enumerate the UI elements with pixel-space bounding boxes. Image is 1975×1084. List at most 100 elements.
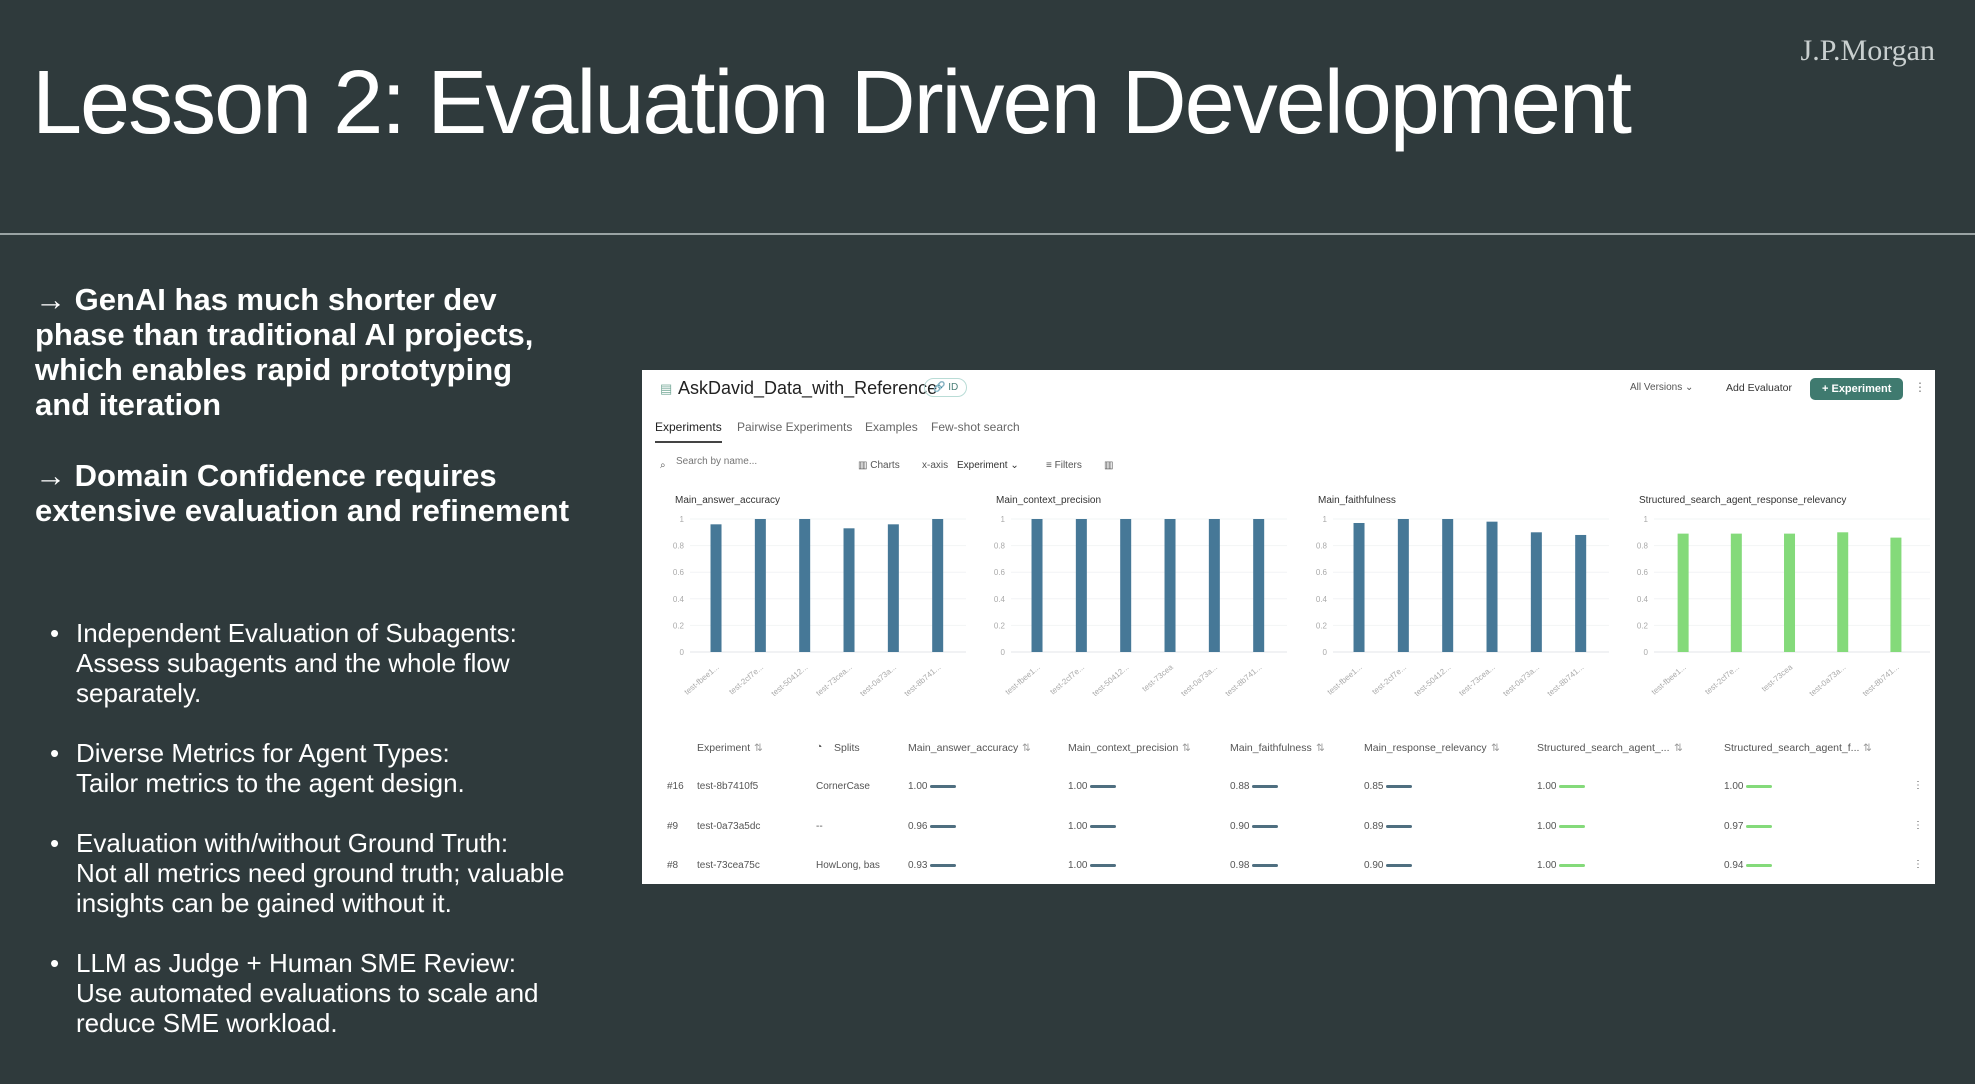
- x-tick-label: test-8b741...: [1861, 663, 1901, 698]
- metric-cell: 1.00: [1537, 821, 1586, 832]
- more-menu-icon[interactable]: ⋮: [1914, 380, 1926, 394]
- metric-value: 0.89: [1364, 821, 1384, 832]
- bullet-item: Evaluation with/without Ground Truth:Not…: [50, 828, 570, 918]
- chart-title: Main_answer_accuracy: [675, 495, 780, 506]
- column-header[interactable]: Main_answer_accuracy: [908, 742, 1019, 754]
- metric-bar: [1746, 863, 1773, 867]
- metric-value: 1.00: [1537, 781, 1557, 792]
- sort-icon[interactable]: ⇅: [1491, 742, 1500, 754]
- metric-cell: 1.00: [1537, 860, 1586, 871]
- tab-few-shot-search[interactable]: Few-shot search: [931, 420, 1020, 434]
- sort-icon[interactable]: ⇅: [1316, 742, 1325, 754]
- x-tick-label: test-0a73a...: [1179, 663, 1219, 698]
- metric-cell: 0.97: [1724, 821, 1773, 832]
- columns-icon[interactable]: ▥: [1104, 460, 1114, 471]
- bar: [843, 528, 855, 652]
- tab-pairwise-experiments[interactable]: Pairwise Experiments: [737, 420, 853, 434]
- splits-icon: ◔: [816, 741, 823, 753]
- sort-icon[interactable]: ⇅: [1022, 742, 1031, 754]
- x-tick-label: test-50412...: [1413, 663, 1453, 698]
- x-tick-label: test-2cf7e...: [727, 663, 765, 697]
- metric-bar: [1090, 824, 1117, 828]
- chart-title: Main_faithfulness: [1318, 495, 1396, 506]
- all-versions-dropdown[interactable]: All Versions ⌄: [1630, 382, 1694, 393]
- metric-cell: 0.90: [1364, 860, 1413, 871]
- metric-value: 1.00: [1068, 821, 1088, 832]
- x-tick-label: test-8b741...: [1224, 663, 1264, 698]
- sort-icon[interactable]: ⇅: [1182, 742, 1191, 754]
- metric-value: 1.00: [1537, 821, 1557, 832]
- experiment-name-link[interactable]: test-73cea75c: [697, 860, 760, 871]
- metric-value: 0.98: [1230, 860, 1250, 871]
- x-tick-label: test-fbee1...: [1326, 663, 1364, 697]
- x-tick-label: test-50412...: [770, 663, 810, 698]
- charts-toggle[interactable]: ▥ Charts: [858, 460, 900, 471]
- sort-icon[interactable]: ⇅: [1863, 742, 1872, 754]
- y-tick-label: 1: [1001, 515, 1006, 524]
- lead-point-2: → Domain Confidence requires extensive e…: [35, 458, 570, 528]
- x-tick-label: test-50412...: [1091, 663, 1131, 698]
- column-header[interactable]: Main_faithfulness: [1230, 742, 1312, 754]
- experiment-name-link[interactable]: test-0a73a5dc: [697, 821, 761, 832]
- metric-cell: 1.00: [1068, 821, 1117, 832]
- row-number: #8: [667, 860, 679, 871]
- id-badge[interactable]: 🔗 ID: [924, 378, 968, 397]
- row-menu-icon[interactable]: ⋮: [1913, 820, 1923, 831]
- metric-bar: [1746, 824, 1773, 828]
- bar: [1075, 519, 1087, 652]
- dataset-icon: ▤: [660, 381, 673, 396]
- y-tick-label: 0.4: [1316, 595, 1328, 604]
- add-evaluator-button[interactable]: Add Evaluator: [1726, 382, 1792, 394]
- filters-button[interactable]: ≡ Filters: [1046, 460, 1082, 471]
- column-header[interactable]: Main_response_relevancy: [1364, 742, 1487, 754]
- metric-bar: [930, 863, 957, 867]
- bullet-list: Independent Evaluation of Subagents:Asse…: [50, 618, 570, 1068]
- x-tick-label: test-73cea: [1140, 662, 1175, 693]
- search-input[interactable]: [676, 456, 816, 467]
- tab-examples[interactable]: Examples: [865, 420, 918, 434]
- y-tick-label: 0.2: [1637, 621, 1649, 630]
- sort-icon[interactable]: ⇅: [754, 742, 763, 754]
- charts-area: Main_answer_accuracy 0 0.2 0.4 0.6 0.8 1 test-f…: [673, 495, 1930, 698]
- column-header[interactable]: Structured_search_agent_f...: [1724, 742, 1860, 754]
- metric-bar: [1090, 784, 1117, 788]
- metric-cell: 0.98: [1230, 860, 1279, 871]
- experiment-name-link[interactable]: test-8b7410f5: [697, 781, 759, 792]
- y-tick-label: 0.8: [994, 542, 1006, 551]
- metric-value: 0.90: [1364, 860, 1384, 871]
- row-menu-icon[interactable]: ⋮: [1913, 780, 1923, 791]
- bar: [1442, 519, 1454, 652]
- divider: [0, 233, 1975, 235]
- metric-cell: 0.89: [1364, 821, 1413, 832]
- column-header[interactable]: Main_context_precision: [1068, 742, 1179, 754]
- x-tick-label: test-0a73a...: [1808, 663, 1848, 698]
- y-tick-label: 0.8: [673, 542, 685, 551]
- new-experiment-button[interactable]: + Experiment: [1810, 378, 1904, 400]
- bar: [1031, 519, 1043, 652]
- metric-value: 0.96: [908, 821, 928, 832]
- row-menu-icon[interactable]: ⋮: [1913, 859, 1923, 870]
- slide-title: Lesson 2: Evaluation Driven Development: [32, 53, 1632, 153]
- xaxis-select[interactable]: Experiment ⌄: [957, 460, 1019, 471]
- column-header[interactable]: Experiment: [697, 742, 751, 754]
- bar: [754, 519, 766, 652]
- y-tick-label: 1: [680, 515, 685, 524]
- bar: [1677, 533, 1689, 652]
- chart-title: Main_context_precision: [996, 495, 1101, 506]
- row-number: #9: [667, 821, 679, 832]
- sort-icon[interactable]: ⇅: [1674, 742, 1683, 754]
- tab-experiments[interactable]: Experiments: [655, 420, 722, 443]
- column-header[interactable]: Splits: [834, 742, 860, 754]
- bar: [1120, 519, 1132, 652]
- xaxis-label: x-axis: [922, 460, 949, 471]
- bar: [1575, 534, 1587, 652]
- metric-value: 1.00: [908, 781, 928, 792]
- column-header[interactable]: Structured_search_agent_...: [1537, 742, 1670, 754]
- x-tick-label: test-8b741...: [903, 663, 943, 698]
- x-tick-label: test-fbee1...: [1650, 663, 1688, 697]
- bar: [1253, 519, 1265, 652]
- split-value: CornerCase: [816, 781, 870, 792]
- bar: [1890, 537, 1902, 652]
- y-tick-label: 0: [1644, 648, 1649, 657]
- metric-bar: [930, 824, 957, 828]
